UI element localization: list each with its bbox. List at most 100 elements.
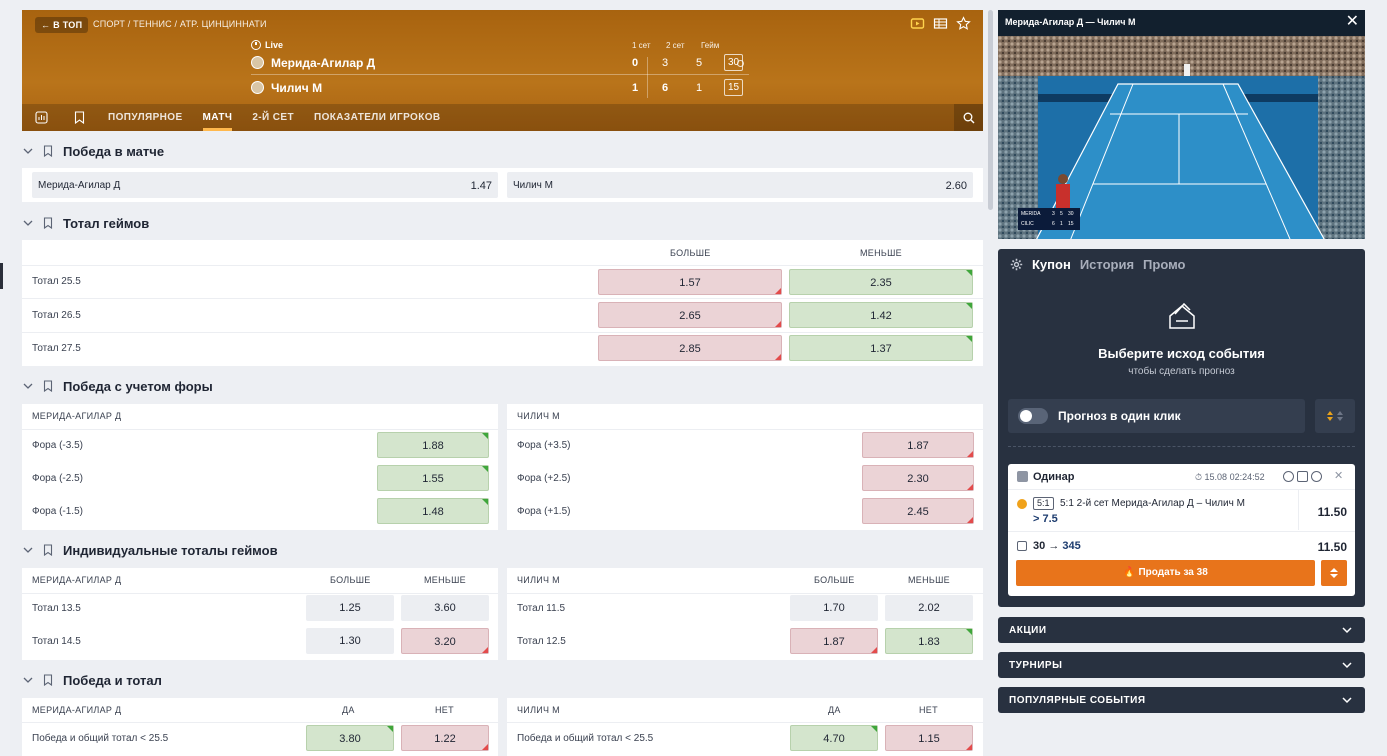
section-title[interactable]: Победа и тотал [22, 671, 162, 689]
odd-button[interactable]: 3.80 [306, 725, 394, 751]
odd-button[interactable]: 3.20 [401, 628, 489, 654]
odd-button[interactable]: 2.35 [789, 269, 973, 295]
odd-value: 1.47 [470, 180, 492, 192]
tab-match[interactable]: МАТЧ [193, 104, 243, 131]
odd-button[interactable]: 1.37 [789, 335, 973, 361]
accordion-popular-events[interactable]: ПОПУЛЯРНЫЕ СОБЫТИЯ [998, 687, 1365, 713]
left-edge [0, 0, 10, 756]
one-click-toggle[interactable]: Прогноз в один клик [1008, 399, 1305, 433]
player-head: МЕРИДА-АГИЛАР Д [32, 705, 122, 715]
stats-icon[interactable] [22, 104, 60, 131]
odd-button[interactable]: 2.45 [862, 498, 974, 524]
bookmark-icon[interactable] [42, 145, 54, 157]
odd-button[interactable]: 1.57 [598, 269, 782, 295]
chevron-down-icon [22, 544, 34, 556]
accordion-promotions[interactable]: АКЦИИ [998, 617, 1365, 643]
odd-button[interactable]: 2.02 [885, 595, 973, 621]
odd-button[interactable]: 1.30 [306, 628, 394, 654]
bookmark-icon[interactable] [60, 104, 98, 131]
star-icon[interactable] [956, 16, 971, 31]
odd-button[interactable]: 1.48 [377, 498, 489, 524]
close-icon[interactable]: ✕ [1334, 470, 1344, 482]
chevron-down-icon [1342, 697, 1352, 704]
video-title: Мерида-Агилар Д — Чилич М [1005, 17, 1136, 27]
handicap-title: Победа с учетом форы [63, 378, 213, 394]
tab-popular[interactable]: ПОПУЛЯРНОЕ [108, 112, 183, 123]
search-icon[interactable] [954, 104, 983, 131]
bet-odd: 11.50 [1317, 505, 1347, 519]
tv-p2-sets: 6 [1052, 221, 1055, 227]
back-to-top-button[interactable]: ← В ТОП [35, 17, 89, 33]
col-game: Гейм [701, 41, 720, 50]
odd-button[interactable]: Мерида-Агилар Д 1.47 [32, 172, 498, 198]
odd-button[interactable]: 1.55 [377, 465, 489, 491]
market-tabs: ПОПУЛЯРНОЕ МАТЧ 2-Й СЕТ ПОКАЗАТЕЛИ ИГРОК… [22, 104, 983, 131]
scoreboard-icon[interactable] [933, 16, 948, 31]
divider [1008, 446, 1355, 447]
tab-history[interactable]: История [1079, 257, 1135, 272]
tab-promo[interactable]: Промо [1143, 257, 1186, 272]
col-yes: ДА [828, 705, 841, 715]
breadcrumb: СПОРТ / ТЕННИС / ATP. ЦИНЦИННАТИ [93, 19, 267, 29]
accordion-label: АКЦИИ [1009, 625, 1047, 636]
odd-button[interactable]: 1.22 [401, 725, 489, 751]
section-title[interactable]: Победа с учетом форы [22, 377, 213, 395]
section-title[interactable]: Тотал геймов [22, 214, 149, 232]
odd-button[interactable]: 1.70 [790, 595, 878, 621]
odd-button[interactable]: 1.87 [790, 628, 878, 654]
tab-coupon[interactable]: Купон [1032, 257, 1071, 272]
col-yes: ДА [342, 705, 355, 715]
gear-icon[interactable] [1010, 258, 1023, 271]
video-icon[interactable] [910, 16, 925, 31]
odd-button[interactable]: 3.60 [401, 595, 489, 621]
divider [251, 74, 749, 75]
bookmark-icon[interactable] [42, 380, 54, 392]
back-label: В ТОП [53, 20, 83, 30]
col-under: МЕНЬШЕ [908, 575, 950, 585]
section-title[interactable]: Индивидуальные тоталы геймов [22, 541, 278, 559]
odd-button[interactable]: 2.85 [598, 335, 782, 361]
player2-name: Чилич М [271, 81, 323, 95]
serve-indicator [737, 60, 744, 67]
odd-button[interactable]: 1.42 [789, 302, 973, 328]
sell-button[interactable]: 🔥 Продать за 38 [1016, 560, 1315, 586]
bookmark-icon[interactable] [42, 217, 54, 229]
sort-button[interactable] [1315, 399, 1355, 433]
accordion-tournaments[interactable]: ТУРНИРЫ [998, 652, 1365, 678]
odd-button[interactable]: 1.15 [885, 725, 973, 751]
empty-subtitle: чтобы сделать прогноз [1128, 366, 1235, 377]
chevron-down-icon [22, 674, 34, 686]
odd-button[interactable]: 2.65 [598, 302, 782, 328]
odd-button[interactable]: 1.25 [306, 595, 394, 621]
bet-stake-line: 30 → 345 [1033, 540, 1081, 552]
odd-button[interactable]: 4.70 [790, 725, 878, 751]
tennis-ball-icon [1017, 499, 1027, 509]
sell-label: Продать за 38 [1138, 567, 1208, 578]
close-icon[interactable]: ✕ [1345, 13, 1359, 30]
sort-icon [1330, 568, 1338, 578]
player1-name: Мерида-Агилар Д [271, 56, 376, 70]
toggle-switch[interactable] [1018, 408, 1048, 424]
section-title[interactable]: Победа в матче [22, 142, 164, 160]
odd-button[interactable]: 1.88 [377, 432, 489, 458]
odd-button[interactable]: Чилич М 2.60 [507, 172, 973, 198]
bookmark-icon[interactable] [42, 674, 54, 686]
bet-actions [1283, 471, 1322, 482]
help-icon[interactable] [1311, 471, 1322, 482]
player1-row: Мерида-Агилар Д 0 3 5 30 [251, 53, 751, 73]
bookmark-icon[interactable] [42, 544, 54, 556]
odd-button[interactable]: 2.30 [862, 465, 974, 491]
col-over: БОЛЬШЕ [814, 575, 855, 585]
odd-button[interactable]: 1.87 [862, 432, 974, 458]
tab-player-stats[interactable]: ПОКАЗАТЕЛИ ИГРОКОВ [314, 112, 441, 123]
tab-set2[interactable]: 2-Й СЕТ [252, 112, 295, 123]
odd-button[interactable]: 1.83 [885, 628, 973, 654]
player2-sets: 1 [631, 82, 639, 94]
tv-p1: MERIDA [1021, 211, 1041, 217]
scrollbar[interactable] [988, 10, 993, 210]
copy-icon[interactable] [1297, 471, 1308, 482]
divider [22, 332, 983, 333]
sell-options-button[interactable] [1321, 560, 1347, 586]
info-icon[interactable] [1283, 471, 1294, 482]
video-player[interactable]: Мерида-Агилар Д — Чилич М ✕ MERIDA 3 5 3… [998, 10, 1365, 239]
